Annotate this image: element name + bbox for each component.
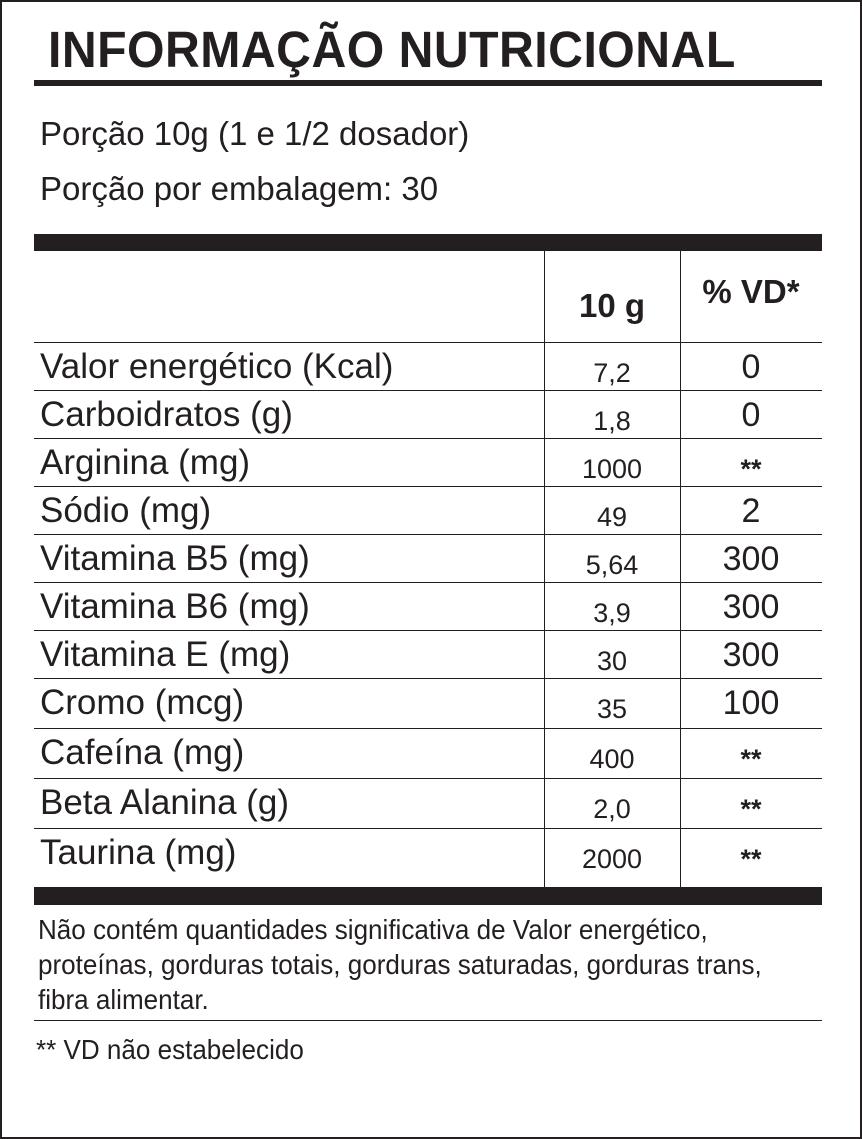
nutrient-quantity: 35: [596, 694, 628, 724]
nutrient-quantity: 2000: [581, 844, 643, 874]
row-divider: [34, 630, 822, 631]
nutrient-name: Arginina (mg): [40, 443, 251, 482]
nutrient-quantity: 400: [589, 744, 635, 774]
row-divider: [34, 828, 822, 829]
row-divider: [34, 582, 822, 583]
nutrient-daily-value: 300: [722, 540, 780, 578]
nutrient-daily-value: 2: [741, 492, 761, 530]
row-divider: [34, 342, 822, 343]
row-divider: [34, 390, 822, 391]
nutrient-daily-value: 300: [722, 636, 780, 674]
nutrient-name: Beta Alanina (g): [40, 783, 290, 822]
row-divider: [34, 678, 822, 679]
nutrient-quantity: 2,0: [593, 794, 631, 824]
nutrient-name: Carboidratos (g): [40, 395, 293, 434]
row-divider: [34, 534, 822, 535]
nutrient-daily-value: **: [740, 744, 762, 774]
row-divider: [34, 438, 822, 439]
nutrient-quantity: 30: [596, 646, 628, 676]
nutrient-quantity: 49: [596, 502, 628, 532]
header-daily-value: % VD*: [702, 272, 800, 310]
nutrient-name: Vitamina B6 (mg): [40, 587, 310, 626]
table-bottom-bar: [34, 887, 822, 905]
nutrient-name: Vitamina B5 (mg): [40, 539, 310, 578]
row-divider: [34, 778, 822, 779]
table-top-bar: [34, 234, 822, 251]
nutrient-name: Sódio (mg): [40, 491, 212, 530]
header-quantity: 10 g: [578, 286, 646, 324]
nutrient-daily-value: 0: [741, 348, 761, 386]
column-divider-daily-value: [680, 251, 681, 887]
footnote-divider: [34, 1020, 822, 1021]
nutrient-name: Cromo (mcg): [40, 683, 245, 722]
nutrient-name: Cafeína (mg): [40, 733, 245, 772]
nutrient-daily-value: **: [740, 794, 762, 824]
nutrient-daily-value: **: [740, 844, 762, 874]
nutrient-quantity: 7,2: [593, 358, 631, 388]
nutrient-name: Valor energético (Kcal): [40, 347, 394, 386]
servings-per-package: Porção por embalagem: 30: [40, 170, 439, 207]
nutrient-daily-value: 0: [741, 396, 761, 434]
row-divider: [34, 728, 822, 729]
title-underline: [34, 80, 822, 86]
nutrient-daily-value: 100: [722, 684, 780, 722]
nutrient-quantity: 3,9: [593, 598, 631, 628]
footnote-text: Não contém quantidades significativa de …: [38, 914, 762, 1015]
column-divider-quantity: [544, 251, 545, 887]
label-title: INFORMAÇÃO NUTRICIONAL: [48, 21, 736, 78]
nutrient-daily-value: 300: [722, 588, 780, 626]
serving-size: Porção 10g (1 e 1/2 dosador): [40, 115, 470, 152]
nutrient-quantity: 5,64: [585, 550, 639, 580]
row-divider: [34, 486, 822, 487]
nutrient-name: Vitamina E (mg): [40, 635, 291, 674]
vd-not-established-note: ** VD não estabelecido: [36, 1034, 304, 1065]
nutrition-table: 10 g % VD* Valor energético (Kcal) 7,2 0 Ca…: [34, 251, 822, 887]
nutrient-quantity: 1000: [581, 454, 643, 484]
nutrient-name: Taurina (mg): [40, 833, 237, 872]
nutrient-daily-value: **: [740, 454, 762, 484]
nutrient-quantity: 1,8: [593, 406, 631, 436]
